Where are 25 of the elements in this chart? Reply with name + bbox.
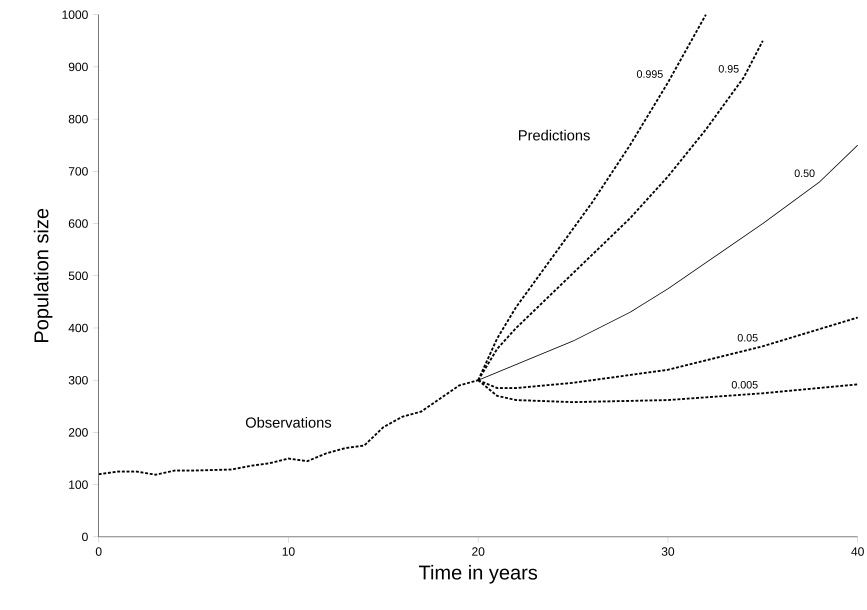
y-tick-label: 600 (68, 219, 88, 228)
y-tick-label: 300 (68, 376, 88, 384)
y-tick-label: 0 (82, 532, 88, 542)
series-label: 0.05 (738, 334, 758, 342)
annotation: Predictions (519, 130, 590, 140)
y-tick-label: 1000 (62, 10, 88, 19)
y-axis-title: Population size (34, 208, 52, 342)
y-tick-label: 900 (68, 62, 88, 72)
y-tick-label: 800 (68, 114, 88, 124)
series-label: 0.005 (732, 380, 758, 388)
x-tick-label: 20 (472, 547, 484, 556)
y-tick-label: 500 (68, 271, 88, 280)
y-tick-label: 700 (68, 166, 88, 176)
x-tick-label: 30 (662, 547, 674, 556)
x-tick-label: 10 (282, 547, 295, 556)
series-label: 0.95 (718, 64, 739, 73)
series-label: 0.50 (794, 169, 815, 177)
x-tick-label: 0 (96, 547, 102, 556)
series-label: 0.995 (636, 70, 663, 78)
annotation: Observations (246, 416, 332, 428)
x-axis-title: Time in years (418, 564, 538, 584)
y-tick-label: 100 (69, 480, 88, 489)
x-tick-label: 40 (851, 547, 864, 556)
y-tick-label: 200 (68, 428, 88, 437)
y-tick-label: 400 (68, 324, 88, 332)
